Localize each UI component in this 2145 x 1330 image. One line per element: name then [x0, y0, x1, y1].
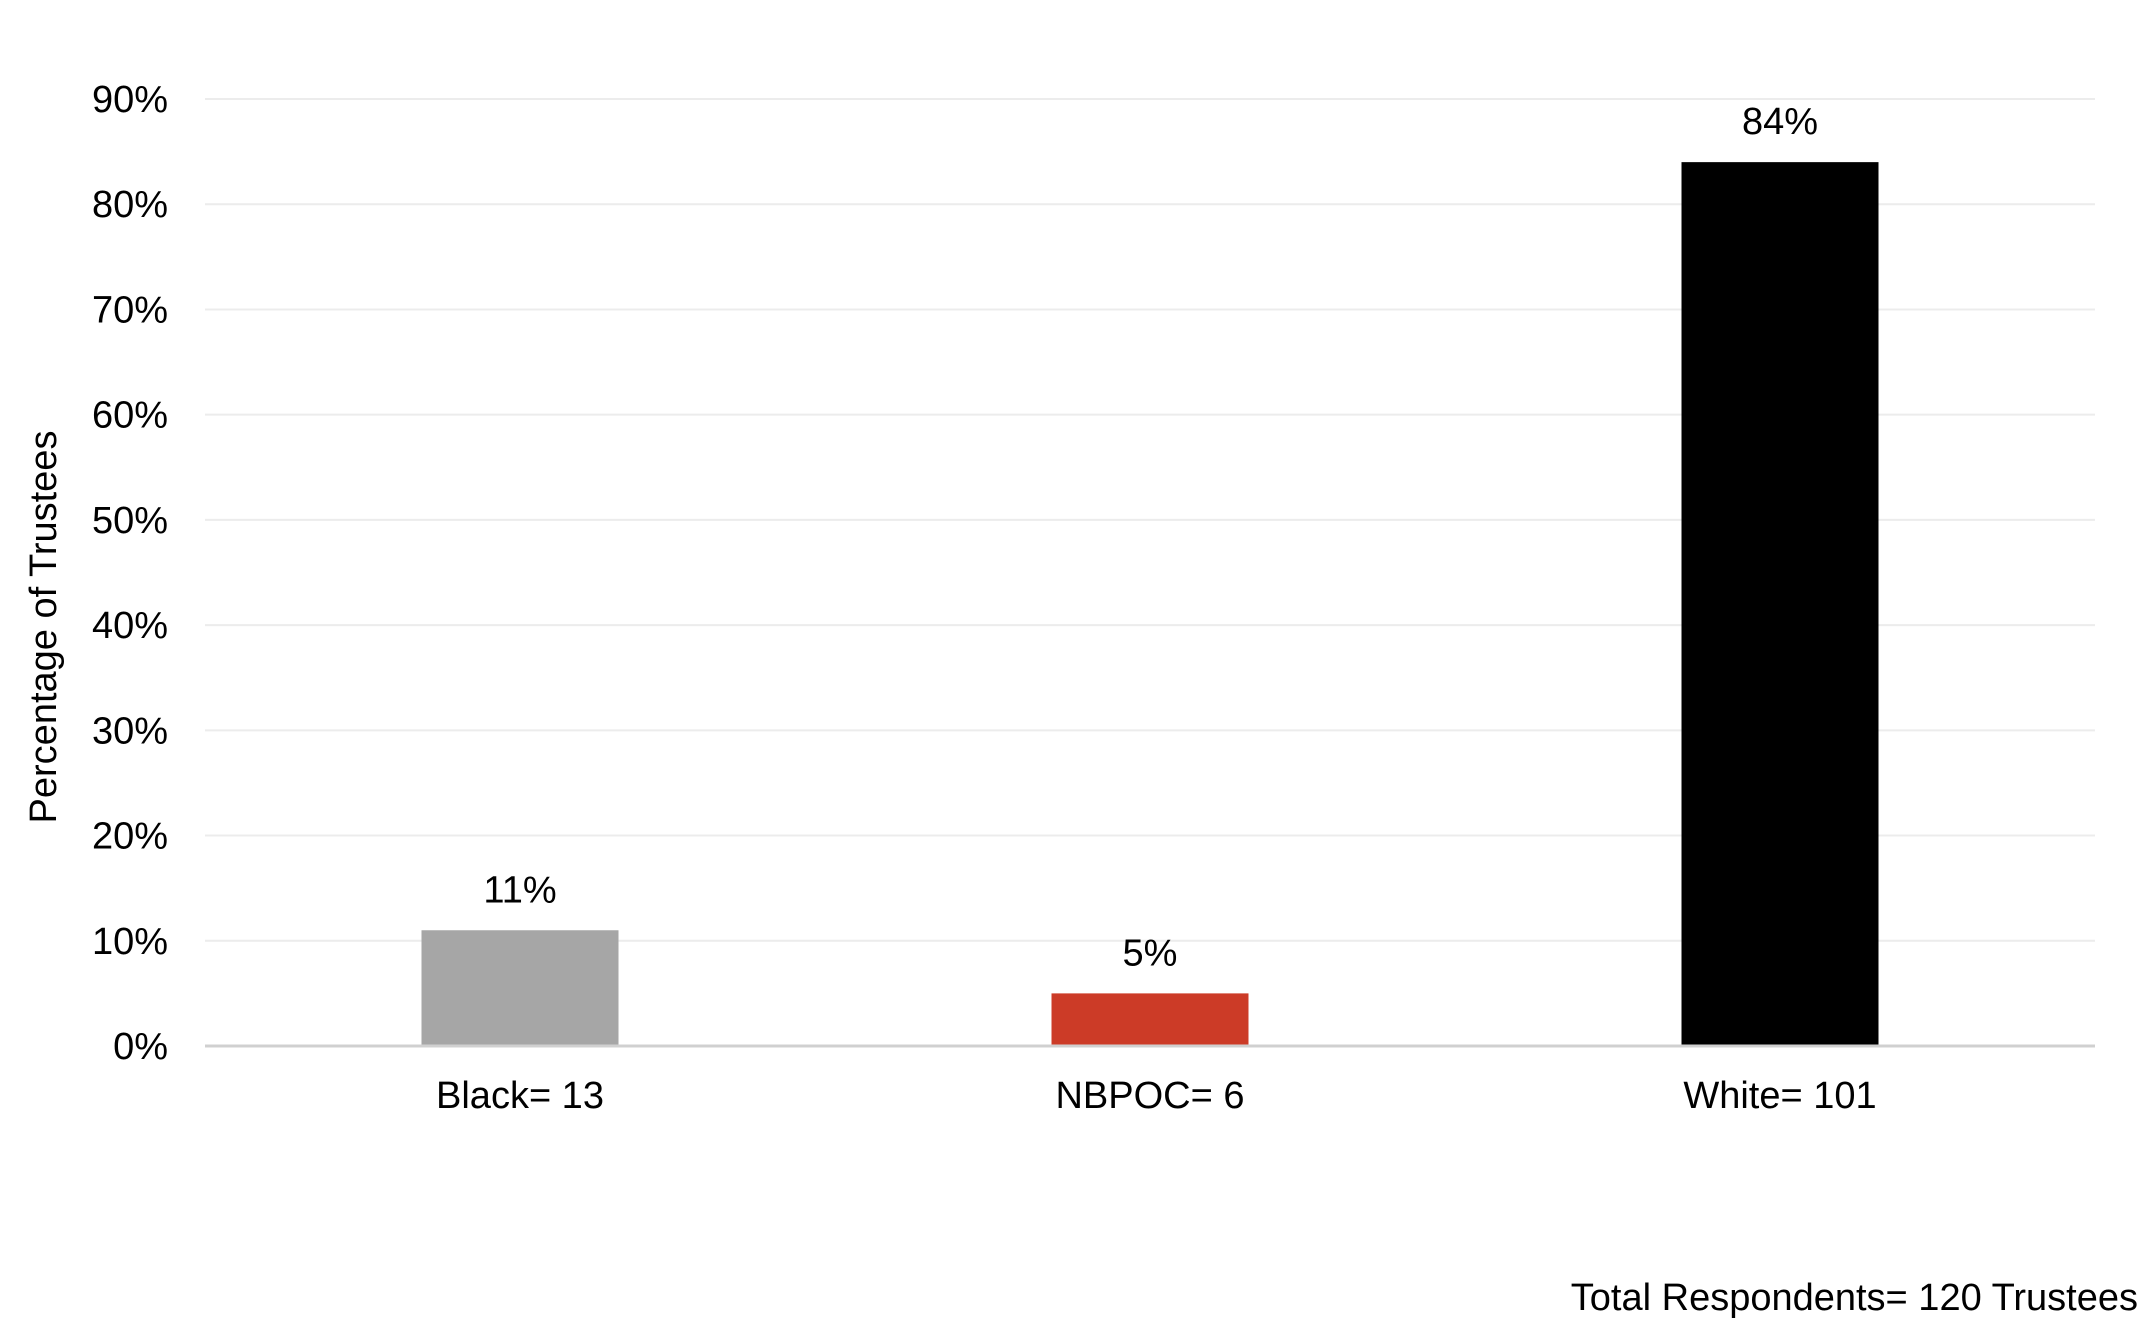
y-tick-label: 0%	[113, 1026, 168, 1068]
y-tick-label: 60%	[92, 395, 168, 437]
data-label: 11%	[483, 869, 556, 911]
bar-1	[421, 930, 619, 1046]
category-label: Black= 13	[436, 1075, 604, 1117]
total-respondents-note: Total Respondents= 120 Trustees	[1571, 1277, 2138, 1319]
y-axis-title: Percentage of Trustees	[23, 431, 65, 824]
data-labels: 11% 5% 84%	[483, 101, 1818, 974]
x-category-labels: Black= 13 NBPOC= 6 White= 101	[436, 1075, 1877, 1117]
y-tick-label: 80%	[92, 184, 168, 226]
bar-3	[1681, 162, 1879, 1047]
data-label: 5%	[1123, 932, 1178, 974]
data-label: 84%	[1742, 101, 1818, 143]
y-tick-labels: 0% 10% 20% 30% 40% 50% 60% 70% 80% 90%	[92, 79, 168, 1068]
gridlines	[205, 98, 2095, 942]
category-label: NBPOC= 6	[1055, 1075, 1244, 1117]
y-tick-label: 20%	[92, 816, 168, 858]
category-label: White= 101	[1683, 1075, 1876, 1117]
bar-2	[1051, 993, 1249, 1046]
y-tick-label: 10%	[92, 921, 168, 963]
y-tick-label: 70%	[92, 289, 168, 331]
y-tick-label: 90%	[92, 79, 168, 121]
y-tick-label: 30%	[92, 710, 168, 752]
bars	[421, 162, 1879, 1047]
y-tick-label: 40%	[92, 605, 168, 647]
y-tick-label: 50%	[92, 500, 168, 542]
